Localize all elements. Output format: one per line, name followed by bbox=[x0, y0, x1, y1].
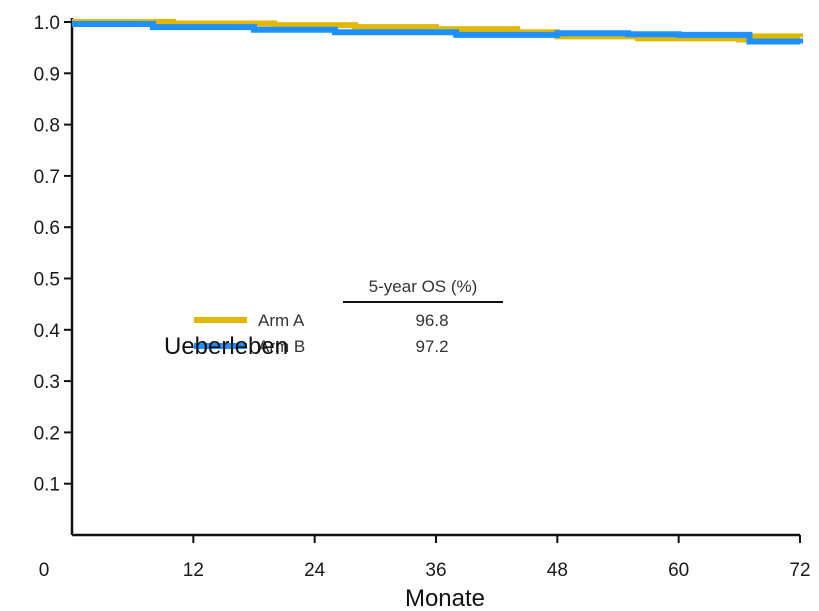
y-tick-label: 0.7 bbox=[34, 167, 60, 188]
y-tick-label: 0.4 bbox=[34, 321, 61, 342]
x-tick-label: 24 bbox=[304, 560, 326, 581]
series-group bbox=[72, 19, 803, 45]
y-tick-label: 0.3 bbox=[34, 372, 60, 393]
x-tick-label: 60 bbox=[668, 560, 689, 581]
axes: 0.1 0.2 0.3 0.4 0.5 0.6 0.7 0.8 0.9 1.0 0 12 24 36 48 6… bbox=[34, 13, 811, 581]
y-tick-label: 1.0 bbox=[34, 13, 60, 34]
y-tick-label: 0.8 bbox=[34, 116, 60, 137]
legend-header: 5-year OS (%) bbox=[369, 277, 478, 296]
x-tick-label: 36 bbox=[425, 560, 446, 581]
y-tick-label: 0.5 bbox=[34, 270, 60, 291]
legend-value: 96.8 bbox=[415, 311, 448, 330]
x-axis-label: Monate bbox=[405, 585, 485, 611]
x-tick-label: 48 bbox=[547, 560, 568, 581]
legend-label: Arm A bbox=[258, 311, 305, 330]
y-tick-label: 0.6 bbox=[34, 218, 60, 239]
legend-value: 97.2 bbox=[415, 337, 448, 356]
y-tick-label: 0.9 bbox=[34, 64, 60, 85]
x-tick-label: 12 bbox=[183, 560, 204, 581]
legend-table: 5-year OS (%) Arm A 96.8 Arm B 97.2 bbox=[194, 277, 503, 356]
y-tick-label: 0.1 bbox=[34, 475, 60, 496]
series-line bbox=[72, 21, 803, 45]
x-tick-label: 72 bbox=[789, 560, 810, 581]
y-tick-label: 0.2 bbox=[34, 423, 60, 444]
legend-label: Arm B bbox=[258, 337, 305, 356]
y-axis-label: Ueberleben bbox=[164, 333, 288, 360]
x-tick-label: 0 bbox=[39, 560, 50, 581]
